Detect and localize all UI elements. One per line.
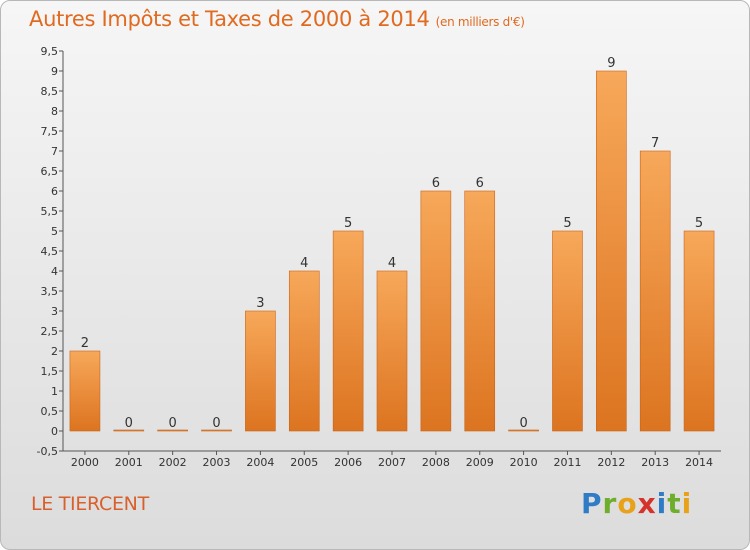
bar-2013: [639, 150, 671, 432]
value-label-2010: 0: [519, 416, 527, 431]
y-tick-label: 6,5: [41, 165, 59, 178]
y-tick-label: 7,5: [41, 125, 59, 138]
bar-2006: [332, 230, 364, 432]
y-tick-label: 2,5: [41, 325, 59, 338]
value-label-2005: 4: [300, 256, 308, 271]
x-tick-label: 2005: [290, 456, 318, 469]
y-tick-label: 9,5: [41, 45, 59, 58]
y-tick-label: 3: [51, 305, 58, 318]
y-tick-label: 1: [51, 385, 58, 398]
x-tick-label: 2011: [553, 456, 581, 469]
proxiti-logo: Proxiti: [581, 487, 693, 520]
x-tick-label: 2009: [466, 456, 494, 469]
value-label-2006: 5: [344, 216, 352, 231]
x-tick-label: 2013: [641, 456, 669, 469]
y-tick-label: 5: [51, 225, 58, 238]
x-tick-label: 2001: [115, 456, 143, 469]
value-label-2014: 5: [695, 216, 703, 231]
x-tick-label: 2012: [597, 456, 625, 469]
bar-2007: [376, 270, 408, 432]
bar-2009: [464, 190, 496, 432]
x-tick-label: 2003: [203, 456, 231, 469]
value-label-2012: 9: [607, 56, 615, 71]
y-tick-label: 2: [51, 345, 58, 358]
value-label-2007: 4: [388, 256, 396, 271]
value-label-2000: 2: [81, 336, 89, 351]
x-tick-label: 2002: [159, 456, 187, 469]
bar-2003: [201, 429, 232, 432]
x-tick-label: 2004: [246, 456, 274, 469]
y-tick-label: 4,5: [41, 245, 59, 258]
bar-2011: [552, 230, 583, 432]
y-tick-label: 8: [51, 105, 58, 118]
y-tick-label: 9: [51, 65, 58, 78]
value-label-2008: 6: [432, 176, 440, 191]
value-label-2011: 5: [563, 216, 571, 231]
bar-2012: [596, 70, 627, 432]
value-label-2003: 0: [212, 416, 220, 431]
bar-2005: [288, 270, 320, 432]
bar-2014: [683, 230, 715, 432]
y-tick-label: 6: [51, 185, 58, 198]
x-tick-label: 2008: [422, 456, 450, 469]
y-tick-label: 0: [51, 425, 58, 438]
value-label-2002: 0: [169, 416, 177, 431]
bar-2002: [157, 429, 188, 432]
x-tick-label: 2000: [71, 456, 99, 469]
y-tick-label: 8,5: [41, 85, 59, 98]
value-label-2013: 7: [651, 136, 659, 151]
y-tick-label: 5,5: [41, 205, 59, 218]
x-tick-label: 2007: [378, 456, 406, 469]
bar-2000: [69, 350, 101, 432]
y-tick-label: 3,5: [41, 285, 59, 298]
value-label-2001: 0: [125, 416, 133, 431]
value-label-2004: 3: [256, 296, 264, 311]
y-tick-label: 1,5: [41, 365, 59, 378]
chart-title: Autres Impôts et Taxes de 2000 à 2014 (en…: [29, 7, 525, 31]
x-tick-label: 2006: [334, 456, 362, 469]
bar-2010: [508, 429, 539, 432]
y-tick-label: 7: [51, 145, 58, 158]
y-tick-label: 4: [51, 265, 58, 278]
x-tick-label: 2010: [510, 456, 538, 469]
x-tick-label: 2014: [685, 456, 713, 469]
bar-2008: [420, 190, 452, 432]
y-tick-label: 0,5: [41, 405, 59, 418]
bar-2004: [245, 310, 276, 432]
value-label-2009: 6: [476, 176, 484, 191]
chart-subtitle: (en milliers d'€): [435, 15, 525, 29]
bar-2001: [113, 429, 145, 432]
y-tick-label: -0,5: [37, 445, 58, 458]
commune-name: LE TIERCENT: [31, 493, 149, 515]
